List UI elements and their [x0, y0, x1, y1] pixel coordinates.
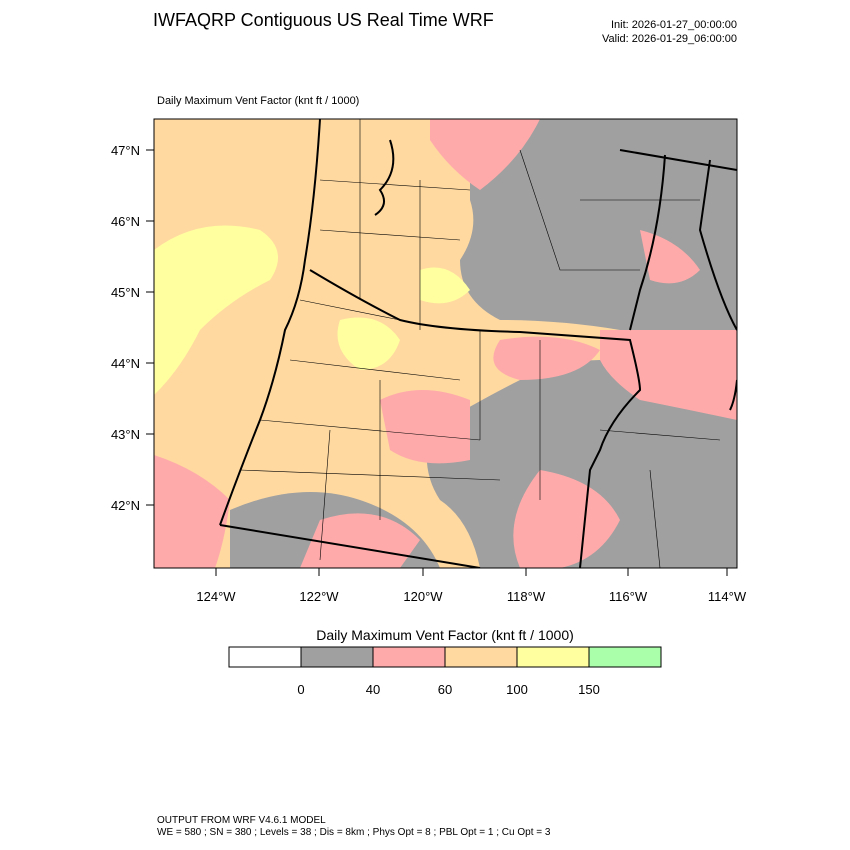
colorbar-swatch	[588, 646, 662, 668]
colorbar-label: 150	[578, 682, 600, 697]
lon-label: 122°W	[299, 589, 339, 604]
lon-label: 124°W	[196, 589, 236, 604]
lat-label: 45°N	[111, 285, 140, 300]
init-time: Init: 2026-01-27_00:00:00	[611, 19, 737, 31]
colorbar-label: 40	[366, 682, 380, 697]
colorbar-label: 0	[297, 682, 304, 697]
colorbar-label: 60	[438, 682, 452, 697]
lon-label: 118°W	[507, 589, 546, 604]
lat-label: 44°N	[111, 356, 140, 371]
subtitle: Daily Maximum Vent Factor (knt ft / 1000…	[157, 95, 359, 107]
colorbar: 0 40 60 100 150	[228, 646, 662, 697]
footer-line: WE = 580 ; SN = 380 ; Levels = 38 ; Dis …	[157, 827, 551, 838]
title: IWFAQRP Contiguous US Real Time WRF	[153, 10, 494, 30]
lat-label: 46°N	[111, 214, 140, 229]
valid-time: Valid: 2026-01-29_06:00:00	[602, 33, 737, 45]
lon-label: 120°W	[403, 589, 443, 604]
lat-label: 43°N	[111, 427, 140, 442]
lon-label: 114°W	[708, 589, 747, 604]
colorbar-swatch	[228, 646, 302, 668]
colorbar-title: Daily Maximum Vent Factor (knt ft / 1000…	[316, 627, 574, 643]
colorbar-label: 100	[506, 682, 528, 697]
latitude-labels: 47°N 46°N 45°N 44°N 43°N 42°N	[111, 143, 154, 513]
lat-label: 47°N	[111, 143, 140, 158]
map	[153, 118, 738, 569]
colorbar-swatch	[444, 646, 518, 668]
lat-label: 42°N	[111, 498, 140, 513]
lon-label: 116°W	[609, 589, 648, 604]
colorbar-swatch	[300, 646, 374, 668]
footer-line: OUTPUT FROM WRF V4.6.1 MODEL	[157, 815, 326, 826]
longitude-labels: 124°W 122°W 120°W 118°W 116°W 114°W	[196, 568, 747, 604]
colorbar-swatch	[516, 646, 590, 668]
colorbar-swatch	[372, 646, 446, 668]
